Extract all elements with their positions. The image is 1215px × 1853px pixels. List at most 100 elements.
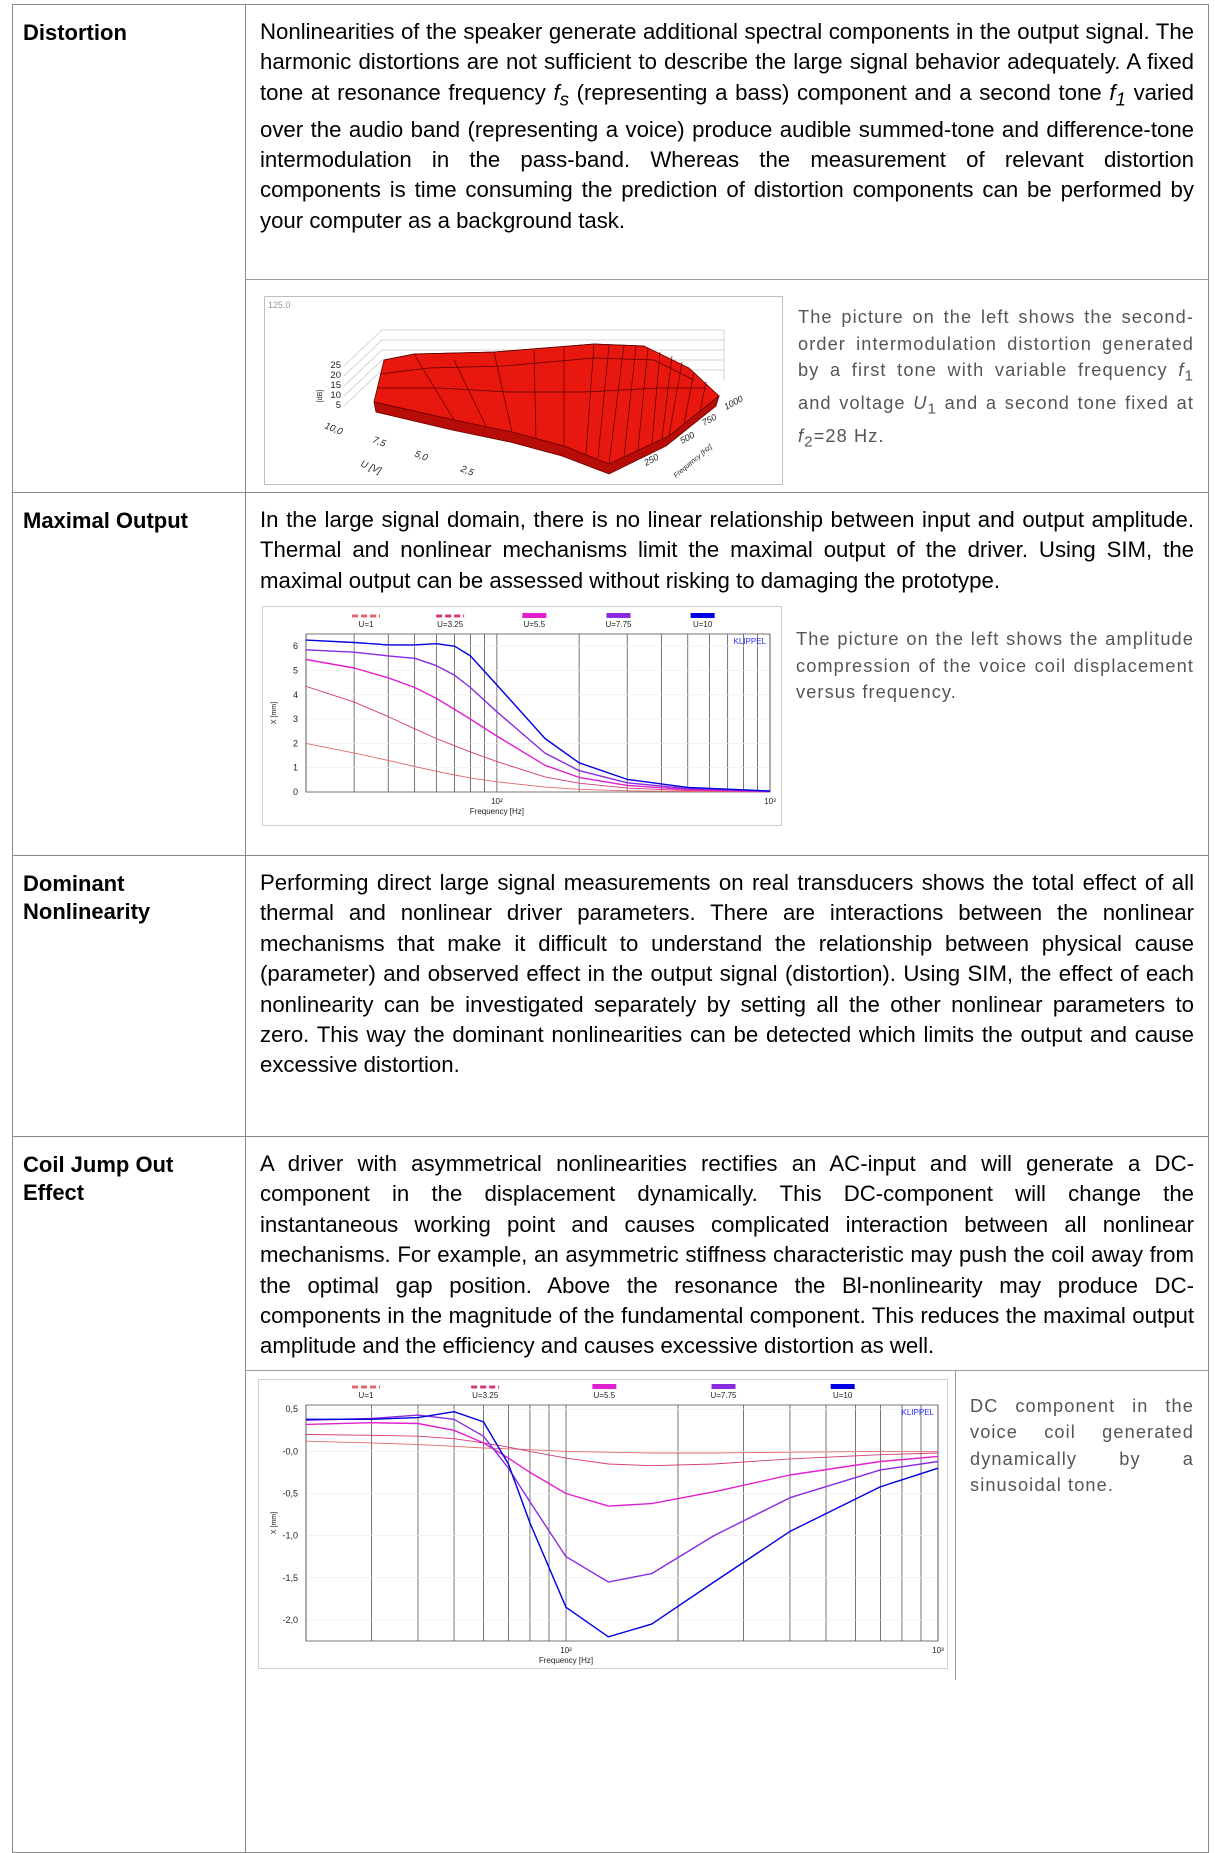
x-tick-label: 10² <box>560 1646 572 1655</box>
symbol-f: f <box>798 426 805 447</box>
symbol-u: U <box>913 393 928 414</box>
row-label: Coil Jump Out Effect <box>12 1136 246 1853</box>
series-line <box>305 1440 938 1454</box>
figure-row: 0 1 2 3 4 5 6 X [mm] 10² 10³ Frequency [Hz] KLIPPEL… <box>246 604 1208 837</box>
z-tick: 15 <box>330 380 341 391</box>
x-axis-label: Frequency [Hz] <box>539 1656 593 1665</box>
distortion-3d-chart: 125.0 <box>264 296 783 485</box>
symbol-sub: 1 <box>1115 88 1126 110</box>
row-distortion: Distortion Nonlinearities of the speaker… <box>12 4 1209 493</box>
legend-item: U=1 <box>352 614 380 629</box>
legend-label: U=5.5 <box>524 620 546 629</box>
legend-label: U=10 <box>833 1391 853 1400</box>
row-label: Dominant Nonlinearity <box>12 855 246 1137</box>
y-tick-label: 0,5 <box>285 1404 298 1414</box>
legend-label: U=3.25 <box>472 1391 499 1400</box>
plot-area <box>305 1404 939 1642</box>
caption-part: and a second tone fixed at <box>937 393 1194 414</box>
grid-lines <box>305 634 771 793</box>
row-body: Performing direct large signal measureme… <box>245 855 1209 1137</box>
legend-label: U=7.75 <box>605 620 632 629</box>
figure-row: 125.0 <box>246 279 1208 491</box>
corner-label: 125.0 <box>268 300 291 310</box>
z-tick: 20 <box>330 370 341 381</box>
series-line <box>305 1414 939 1583</box>
distortion-surface <box>373 343 720 475</box>
legend-item: U=5.5 <box>592 1383 617 1400</box>
y-tick-label: -2,0 <box>282 1615 298 1625</box>
y-tick-label: -1,5 <box>282 1573 298 1583</box>
symbol-sub: 2 <box>804 433 814 451</box>
y-tick-label: 2 <box>293 739 298 749</box>
symbol-f: f <box>1178 360 1185 380</box>
y-axis-label: X [mm] <box>271 702 278 724</box>
figure-container: 0 1 2 3 4 5 6 X [mm] 10² 10³ Frequency [Hz] KLIPPEL… <box>246 604 782 837</box>
legend-label: U=7.75 <box>710 1391 737 1400</box>
legend-item: U=10 <box>830 1383 855 1400</box>
text-part: Nonlinearities of the speaker generate a… <box>260 19 1194 105</box>
y-tick-label: -1,0 <box>282 1530 298 1540</box>
y-tick-label: 0 <box>293 787 298 797</box>
y-tick-label: 6 <box>293 641 298 651</box>
series-line <box>305 639 771 792</box>
z-tick: 25 <box>330 360 341 371</box>
legend-item: U=7.75 <box>605 613 632 629</box>
legend-label: U=1 <box>359 1391 374 1400</box>
text-part: varied over the audio band (representing… <box>260 79 1195 233</box>
legend-swatch <box>522 613 547 619</box>
series-line <box>305 743 771 793</box>
legend-swatch <box>592 1383 617 1389</box>
u-tick: 2,5 <box>458 463 476 479</box>
y-tick-label: 1 <box>293 763 298 773</box>
legend-swatch <box>830 1383 855 1389</box>
row-label: Distortion <box>12 4 246 493</box>
klippel-watermark: KLIPPEL <box>902 1408 935 1417</box>
y-tick-label: 3 <box>293 714 298 724</box>
figure-row: 0,5 -0,0 -0,5 -1,0 -1,5 -2,0 X [mm] 10² 10³ Frequ… <box>246 1369 1208 1680</box>
legend-swatch <box>606 613 631 619</box>
row-label: Maximal Output <box>12 492 246 856</box>
legend-swatch <box>690 613 715 619</box>
legend-item: U=3.25 <box>436 614 465 629</box>
x-tick-label: 10² <box>491 797 503 806</box>
legend-label: U=3.25 <box>437 620 464 629</box>
row-coil-jump-out: Coil Jump Out Effect A driver with asymm… <box>12 1136 1209 1853</box>
legend-item: U=3.25 <box>471 1385 500 1400</box>
series-line <box>305 649 771 793</box>
chart-frame <box>262 606 782 827</box>
dc-component-chart: 0,5 -0,0 -0,5 -1,0 -1,5 -2,0 X [mm] 10² 10³ Frequ… <box>258 1378 948 1669</box>
amplitude-compression-chart: 0 1 2 3 4 5 6 X [mm] 10² 10³ Frequency [Hz] KLIPPEL… <box>262 606 782 827</box>
legend-label: U=5.5 <box>594 1391 616 1400</box>
z-axis-label: [dB] <box>317 390 324 403</box>
legend-swatch <box>711 1383 736 1389</box>
row-text: Performing direct large signal measureme… <box>260 870 1194 1078</box>
z-tick: 5 <box>336 400 341 411</box>
y-tick-label: -0,5 <box>282 1488 298 1498</box>
symbol-f: f <box>1109 79 1116 105</box>
series-line <box>305 659 771 793</box>
feature-table: Distortion Nonlinearities of the speaker… <box>12 4 1209 1853</box>
legend-item: U=10 <box>690 613 715 629</box>
legend-item: U=7.75 <box>710 1383 737 1400</box>
figure-container: 0,5 -0,0 -0,5 -1,0 -1,5 -2,0 X [mm] 10² 10³ Frequ… <box>246 1369 956 1680</box>
caption-part: =28 Hz. <box>813 426 885 447</box>
x-axis-label: Frequency [Hz] <box>470 807 524 816</box>
symbol-sub: s <box>559 88 569 110</box>
legend-item: U=5.5 <box>522 613 547 629</box>
y-axis-label: X [mm] <box>271 1512 278 1534</box>
figure-caption: The picture on the left shows the second… <box>784 280 1208 491</box>
plot-area <box>305 633 771 793</box>
y-tick-label: 5 <box>293 666 298 676</box>
row-dominant-nonlinearity: Dominant Nonlinearity Performing direct … <box>12 855 1209 1137</box>
figure-3d-container: 125.0 <box>246 280 784 491</box>
series-line <box>305 686 771 793</box>
u-tick: 5,0 <box>413 449 430 464</box>
z-tick: 10 <box>330 390 341 401</box>
symbol-sub: 1 <box>1184 367 1194 385</box>
row-body: In the large signal domain, there is no … <box>245 492 1209 856</box>
legend-label: U=10 <box>693 620 713 629</box>
y-tick-label: 4 <box>293 690 298 700</box>
caption-part: and voltage <box>798 393 914 414</box>
row-text: Nonlinearities of the speaker generate a… <box>246 5 1208 279</box>
